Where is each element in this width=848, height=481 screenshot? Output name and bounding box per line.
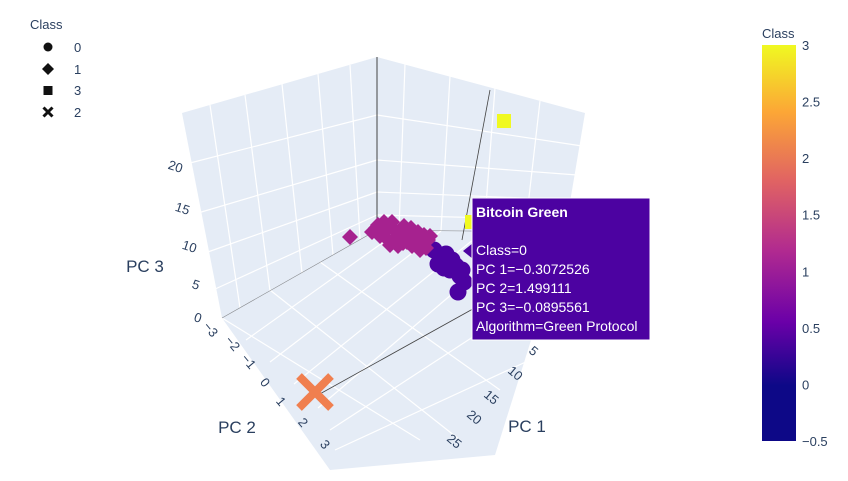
legend-label: 0 <box>74 40 81 55</box>
y-tick: −3 <box>200 319 221 340</box>
colorbar-tick: 1 <box>802 264 809 279</box>
data-point-class-0[interactable] <box>449 283 467 301</box>
z-tick: 10 <box>180 237 198 256</box>
z-axis-ticks: 0 5 10 15 20 <box>166 157 203 326</box>
data-markers <box>296 114 511 411</box>
wall-right <box>377 57 585 232</box>
hover-tooltip: Bitcoin Green Class=0 PC 1=−0.3072526 PC… <box>463 197 651 341</box>
y-tick: −1 <box>238 351 259 372</box>
colorbar-tick: 0 <box>802 377 809 392</box>
y-axis-title: PC 2 <box>218 418 256 437</box>
z-tick: 15 <box>173 199 191 218</box>
x-axis-title: PC 1 <box>508 417 546 436</box>
x-icon <box>42 106 54 118</box>
square-icon <box>43 86 53 95</box>
legend-label: 2 <box>74 105 81 120</box>
legend-item-1[interactable]: 1 <box>42 62 81 77</box>
colorbar-tick: 2.5 <box>802 95 820 110</box>
colorbar: Class 3 2.5 2 1.5 1 0.5 0 −0.5 <box>762 26 828 449</box>
circle-icon <box>43 42 53 52</box>
z-tick: 5 <box>190 276 202 293</box>
colorbar-gradient <box>762 45 796 441</box>
hover-line: PC 1=−0.3072526 <box>476 261 590 277</box>
legend-item-0[interactable]: 0 <box>43 40 82 55</box>
data-point-class-1[interactable] <box>422 228 438 244</box>
hover-line: PC 3=−0.0895561 <box>476 299 590 315</box>
data-point-class-2[interactable] <box>296 373 334 411</box>
data-point-class-1[interactable] <box>382 237 398 253</box>
z-tick: 0 <box>192 309 204 326</box>
hover-pointer <box>463 243 473 259</box>
z-tick: 20 <box>166 157 184 176</box>
colorbar-tick: 3 <box>802 38 809 53</box>
data-point-class-0[interactable] <box>453 261 471 279</box>
data-point-class-1[interactable] <box>376 214 392 230</box>
hover-title: Bitcoin Green <box>476 204 568 220</box>
hover-box <box>471 197 651 341</box>
legend-label: 1 <box>74 62 81 77</box>
z-axis-title: PC 3 <box>126 257 164 276</box>
legend-item-2[interactable]: 2 <box>42 105 82 120</box>
colorbar-tick: −0.5 <box>802 434 828 449</box>
legend-label: 3 <box>74 83 81 98</box>
diamond-icon <box>42 63 54 75</box>
hover-line: PC 2=1.499111 <box>476 280 572 296</box>
legend-title: Class <box>30 17 63 32</box>
hover-line: Algorithm=Green Protocol <box>476 318 637 334</box>
colorbar-tick: 0.5 <box>802 321 820 336</box>
hover-line: Class=0 <box>476 242 527 258</box>
colorbar-tick: 1.5 <box>802 208 820 223</box>
colorbar-title: Class <box>762 26 795 41</box>
data-point-class-1[interactable] <box>342 229 358 245</box>
wall-left <box>182 57 377 318</box>
y-tick: −2 <box>222 333 243 354</box>
legend: Class 0 1 3 2 <box>30 17 81 120</box>
legend-item-3[interactable]: 3 <box>43 83 82 98</box>
data-point-class-3[interactable] <box>497 114 511 128</box>
colorbar-tick: 2 <box>802 151 809 166</box>
